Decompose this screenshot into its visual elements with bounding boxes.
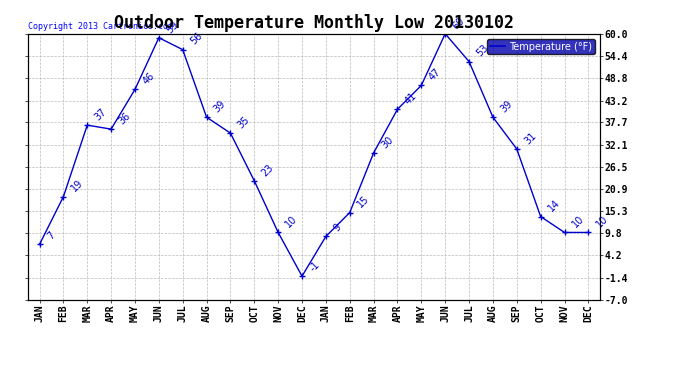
Text: 31: 31: [522, 130, 538, 146]
Text: 14: 14: [546, 198, 562, 214]
Text: 53: 53: [475, 43, 491, 59]
Text: 9: 9: [331, 222, 343, 234]
Text: 39: 39: [212, 99, 228, 114]
Title: Outdoor Temperature Monthly Low 20130102: Outdoor Temperature Monthly Low 20130102: [114, 14, 514, 32]
Text: 7: 7: [45, 230, 57, 242]
Text: 35: 35: [236, 114, 252, 130]
Text: 39: 39: [498, 99, 514, 114]
Text: 41: 41: [403, 91, 419, 106]
Text: 60: 60: [451, 15, 466, 31]
Text: 59: 59: [164, 19, 180, 35]
Text: 36: 36: [117, 111, 132, 126]
Text: 47: 47: [427, 67, 443, 82]
Text: 15: 15: [355, 194, 371, 210]
Text: 10: 10: [570, 214, 586, 230]
Text: Copyright 2013 Cartronics.com: Copyright 2013 Cartronics.com: [28, 22, 172, 31]
Text: 37: 37: [93, 106, 108, 122]
Text: 30: 30: [380, 135, 395, 150]
Legend: Temperature (°F): Temperature (°F): [487, 39, 595, 54]
Text: 23: 23: [260, 162, 276, 178]
Text: 10: 10: [284, 214, 299, 230]
Text: 10: 10: [594, 214, 610, 230]
Text: 56: 56: [188, 31, 204, 47]
Text: 46: 46: [141, 71, 156, 87]
Text: -1: -1: [308, 260, 322, 273]
Text: 19: 19: [69, 178, 85, 194]
